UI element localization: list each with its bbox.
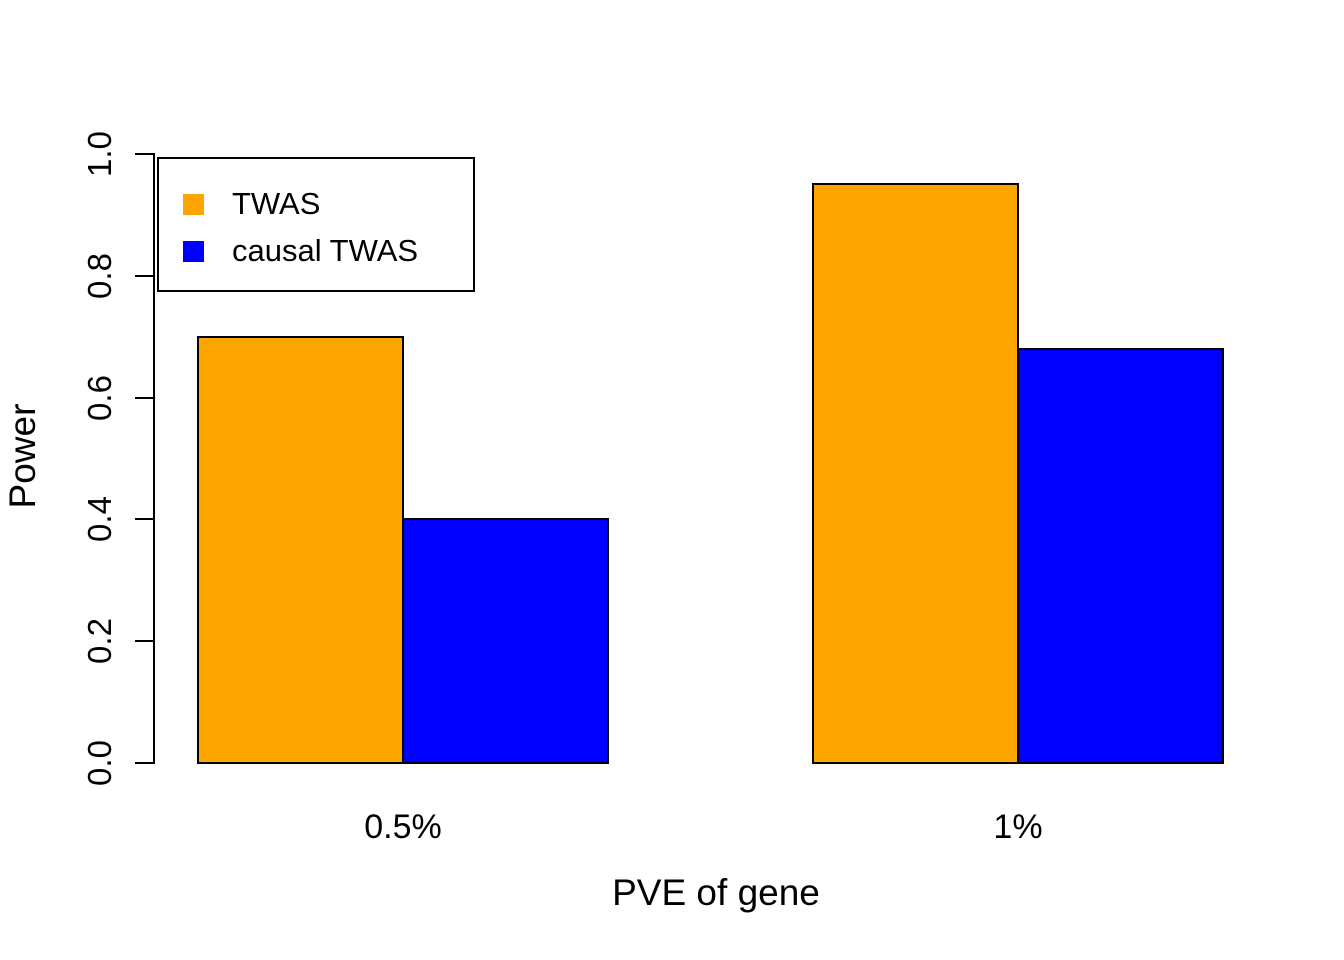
x-axis-title: PVE of gene	[612, 872, 820, 913]
bar-causal-twas-1%	[1017, 348, 1224, 764]
legend-swatch-twas	[183, 193, 204, 215]
bar-twas-1%	[812, 183, 1019, 764]
y-tick-0.2	[135, 640, 155, 643]
x-category-label-1%: 1%	[993, 808, 1043, 846]
y-axis-title: Power	[2, 403, 43, 509]
legend: TWAS causal TWAS	[157, 157, 475, 292]
y-tick-label-0.2: 0.2	[81, 618, 118, 665]
legend-label-twas: TWAS	[232, 186, 321, 221]
legend-swatch-causal-twas	[183, 240, 204, 262]
legend-item-twas: TWAS	[183, 186, 473, 221]
y-axis-line	[153, 153, 155, 764]
y-tick-label-0.8: 0.8	[81, 252, 118, 299]
y-tick-0.4	[135, 518, 155, 521]
y-tick-label-0.6: 0.6	[81, 374, 118, 421]
legend-label-causal-twas: causal TWAS	[232, 233, 419, 268]
y-tick-label-1.0: 1.0	[81, 131, 118, 177]
y-tick-0.8	[135, 274, 155, 277]
y-tick-0.6	[135, 396, 155, 399]
y-tick-1.0	[135, 153, 155, 155]
bar-causal-twas-0.5%	[402, 518, 609, 764]
legend-item-causal-twas: causal TWAS	[183, 233, 473, 268]
y-tick-label-0.4: 0.4	[81, 496, 118, 543]
bar-twas-0.5%	[197, 336, 404, 764]
y-tick-0.0	[135, 762, 155, 764]
y-tick-label-0.0: 0.0	[81, 740, 118, 786]
x-category-label-0.5%: 0.5%	[364, 808, 442, 846]
